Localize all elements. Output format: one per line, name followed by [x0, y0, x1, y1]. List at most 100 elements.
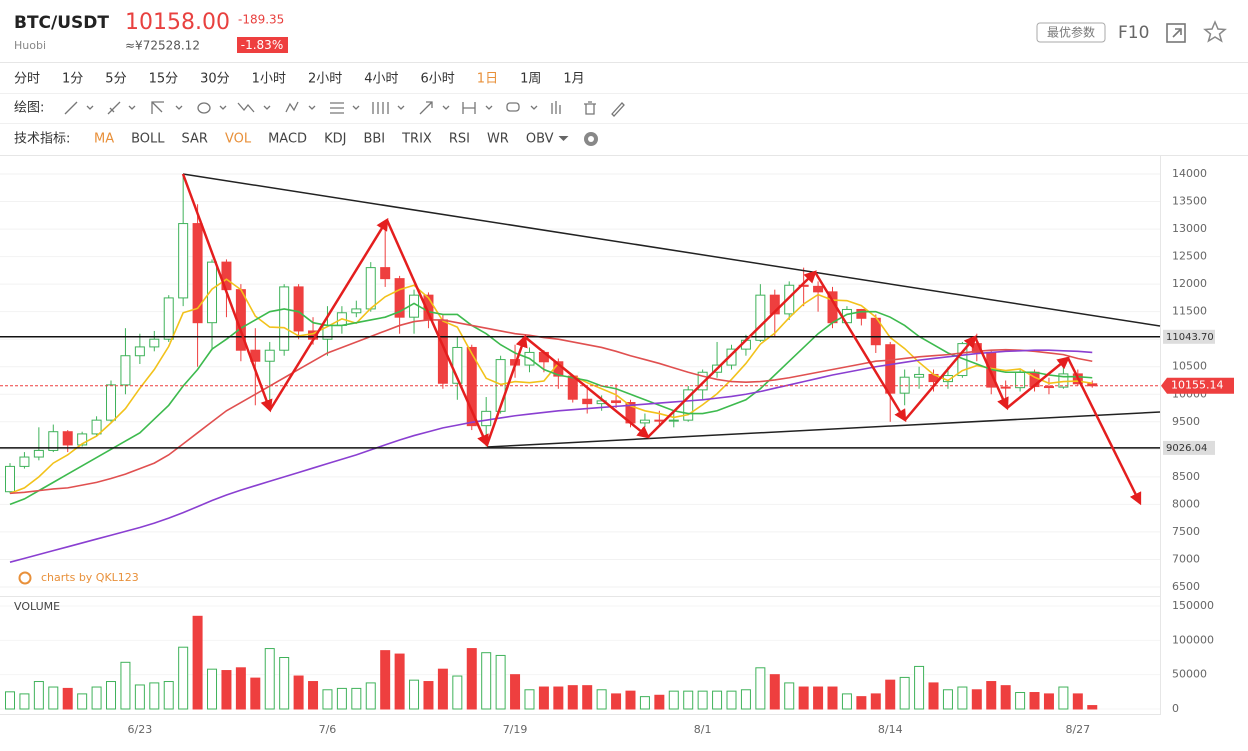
volume-bar [308, 681, 319, 710]
volume-bar [106, 681, 117, 710]
candle-body [91, 419, 102, 435]
settings-icon[interactable] [584, 132, 598, 146]
volume-bar [120, 661, 131, 710]
pct-badge [237, 37, 288, 53]
indicator-tab[interactable]: KDJ [324, 132, 346, 147]
favorite-icon[interactable] [1203, 20, 1227, 43]
indicator-tab[interactable]: BBI [363, 132, 385, 147]
draw-label: 绘图: [14, 101, 44, 116]
volume-bar [394, 653, 405, 710]
candle-body [178, 223, 189, 299]
candle-body [784, 284, 795, 315]
params-button-label[interactable]: 最优参数 [1047, 25, 1095, 40]
period-tab[interactable]: 30分 [200, 72, 230, 87]
candle-body [639, 419, 650, 424]
candle-body [62, 431, 73, 446]
fullscreen-icon[interactable] [1166, 23, 1186, 43]
x-tick-label: 8/1 [694, 723, 712, 736]
x-tick-label: 7/6 [319, 723, 337, 736]
indicator-tab[interactable]: OBV [526, 132, 554, 147]
y-tick-label: 13000 [1172, 222, 1207, 235]
candle-body [611, 400, 622, 404]
volume-bar [5, 691, 15, 710]
volume-bar [567, 685, 578, 710]
candle-body [163, 297, 174, 340]
candle-body [293, 286, 304, 332]
volume-bar [740, 689, 751, 710]
volume-bar [755, 667, 766, 710]
volume-bar [437, 668, 448, 710]
candle-body [264, 349, 275, 362]
trend-line [486, 411, 1161, 448]
volume-bar [336, 687, 347, 710]
period-tab[interactable]: 6小时 [421, 72, 455, 87]
volume-bar [351, 687, 362, 710]
period-tab[interactable]: 分时 [14, 72, 40, 87]
indicator-tab[interactable]: TRIX [401, 132, 432, 147]
indicator-tab[interactable]: SAR [182, 132, 208, 147]
volume-bar [163, 681, 174, 710]
ma-line [9, 349, 1093, 563]
y-tick-label: 14000 [1172, 167, 1207, 180]
volume-bar [712, 690, 723, 710]
indicator-tab[interactable]: BOLL [131, 132, 165, 147]
volume-bar [697, 690, 708, 710]
volume-bar [322, 689, 333, 710]
cny-price: ≈¥72528.12 [125, 39, 200, 53]
ma-line [9, 302, 1093, 506]
y-tick-label: 8500 [1172, 470, 1200, 483]
period-tab[interactable]: 1周 [520, 72, 541, 87]
candle-body [134, 346, 145, 357]
volume-bar [625, 690, 636, 710]
period-tab[interactable]: 1小时 [252, 72, 286, 87]
ma-line [9, 319, 1093, 495]
volume-bar [827, 686, 838, 710]
period-tab[interactable]: 4小时 [364, 72, 398, 87]
volume-bar [77, 693, 88, 710]
period-tab[interactable]: 1分 [62, 72, 83, 87]
dropdown-caret[interactable] [558, 136, 569, 141]
draw-tools[interactable] [64, 101, 625, 117]
period-tab[interactable]: 1月 [563, 72, 584, 87]
volume-bar [928, 682, 939, 710]
volume-tick-label: 0 [1172, 702, 1179, 715]
volume-bar [1029, 692, 1040, 710]
params-button[interactable] [1036, 22, 1106, 43]
indicator-tab[interactable]: MACD [268, 132, 307, 147]
f10-button[interactable]: F10 [1118, 23, 1149, 43]
volume-bar [91, 686, 102, 710]
annotations [181, 173, 1161, 506]
x-tick-label: 8/27 [1065, 723, 1090, 736]
candle-body [769, 294, 780, 315]
volume-bar [264, 648, 275, 710]
y-tick-label: 12000 [1172, 277, 1207, 290]
period-bar: 分时 1分 5分 15分 30分 1小时 2小时 4小时 6小时 1日 1周 1月 [14, 72, 585, 87]
volume-bar [769, 674, 780, 710]
volume-tick-label: 50000 [1172, 668, 1207, 681]
price-change: -189.35 [238, 13, 284, 27]
period-tab[interactable]: 5分 [105, 72, 126, 87]
candle-body [149, 338, 160, 348]
period-tab[interactable]: 2小时 [308, 72, 342, 87]
indicator-tab[interactable]: VOL [225, 132, 252, 147]
volume-bar [538, 686, 549, 710]
volume-bar [149, 682, 160, 710]
wave-arrows [181, 173, 1142, 506]
axes: 6500700075008000850090009500100001050011… [14, 167, 1234, 736]
plot [0, 173, 1160, 710]
indicator-tab[interactable]: RSI [449, 132, 470, 147]
candle-body [394, 278, 405, 318]
candle-body [856, 308, 867, 319]
indicator-tab[interactable]: WR [487, 132, 509, 147]
candle-body [813, 285, 824, 293]
indicator-tab[interactable]: MA [94, 132, 114, 147]
period-tab[interactable]: 15分 [149, 72, 179, 87]
candle-body [380, 267, 391, 280]
period-tab[interactable]: 1日 [477, 72, 498, 87]
volume-bar [971, 689, 982, 710]
volume-bar [885, 679, 896, 710]
volume-bar [654, 694, 665, 710]
y-tick-label: 7000 [1172, 552, 1200, 565]
candle-body [914, 373, 925, 378]
